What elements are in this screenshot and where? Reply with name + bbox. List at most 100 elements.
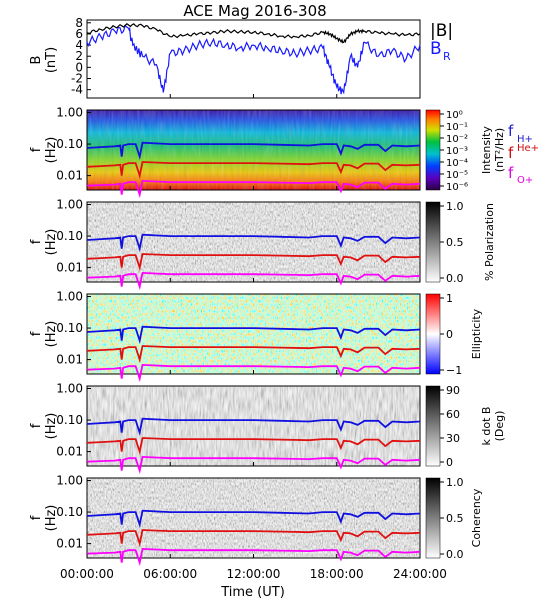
x-tick-label: 00:00:00 [60, 567, 114, 581]
spectrogram-intensity-texture [87, 110, 420, 190]
colorbar-tick-label: −1 [446, 364, 462, 377]
colorbar-kdotb [425, 385, 441, 467]
x-tick-label: 12:00:00 [227, 567, 281, 581]
freq-ytick-label: 0.01 [56, 169, 83, 183]
gyro-legend-o: f [508, 164, 514, 182]
panel-kdotb-ylabel-unit: (Hz) [44, 413, 59, 440]
colorbar-tick-label: 0.0 [446, 272, 464, 285]
gyro-line-he [86, 161, 421, 180]
freq-ytick-label: 0.10 [56, 505, 83, 519]
freq-ytick-label: 0.01 [56, 537, 83, 551]
panel-b-ytick-label: 8 [75, 16, 83, 30]
gyro-line-o [86, 271, 421, 291]
colorbar-polarization [425, 201, 441, 283]
panel-intensity: f (Hz) Intensity (nT²/Hz) f H+ f He+ f O… [29, 109, 539, 191]
freq-ytick-label: 1.00 [56, 381, 83, 395]
colorbar-intensity [425, 109, 441, 191]
colorbar-tick-label: 10⁰ [446, 110, 463, 121]
x-tick-label: 18:00:00 [310, 567, 364, 581]
legend-br-label: B [430, 39, 442, 59]
panel-polarization-ylabel-unit: (Hz) [44, 229, 59, 256]
gyro-line-he [86, 437, 421, 456]
colorbar-tick-label: 1 [446, 292, 453, 305]
freq-ytick-label: 0.01 [56, 261, 83, 275]
panel-b-ylabel-unit: (nT) [44, 47, 59, 73]
colorbar-intensity-unit: (nT²/Hz) [493, 128, 506, 172]
freq-ytick-label: 1.00 [56, 289, 83, 303]
panel-ellipticity-ylabel-f: f [29, 331, 44, 336]
gyro-line-h [86, 233, 421, 253]
panel-intensity-ylabel-f: f [29, 147, 44, 152]
colorbar-tick-label: 10⁻⁶ [446, 182, 468, 193]
figure-title: ACE Mag 2016-308 [183, 2, 326, 20]
colorbar-tick-label: 10⁻² [446, 134, 468, 145]
panel-b-ytick-label: 4 [75, 38, 83, 52]
gyro-line-o [86, 363, 421, 383]
colorbar-tick-label: 10⁻⁴ [446, 158, 468, 169]
spectrogram-kdotb [87, 386, 420, 466]
colorbar-tick-label: 60 [446, 408, 460, 421]
panel-b-ytick-label: 6 [75, 27, 83, 41]
colorbar-kdotb-title: k dot B [480, 407, 493, 446]
colorbar-tick-label: 1.0 [446, 476, 464, 489]
gyro-legend-o-sub: O+ [517, 175, 533, 186]
x-tick-label: 24:00:00 [393, 567, 447, 581]
legend-babs: |B| [430, 21, 453, 41]
colorbar-intensity-title: Intensity [480, 126, 493, 174]
gyro-legend-h-sub: H+ [517, 134, 533, 145]
freq-ytick-label: 0.10 [56, 229, 83, 243]
gyro-line-h [86, 325, 421, 345]
colorbar-tick-label: 30 [446, 432, 460, 445]
spectrogram-ellipticity [87, 294, 420, 374]
colorbar-tick-label: 1.0 [446, 200, 464, 213]
x-axis-label: Time (UT) [220, 585, 285, 600]
gyro-line-h [86, 509, 421, 529]
gyro-legend-he-sup: He+ [517, 143, 539, 154]
colorbar-tick-label: 0 [446, 328, 453, 341]
panel-b-ytick-label: 2 [75, 49, 83, 63]
colorbar-tick-label: 10⁻¹ [446, 122, 468, 133]
colorbar-ellipticity-title: Ellipticity [470, 308, 483, 359]
series-line-babs [86, 23, 421, 44]
series-line-br [86, 24, 421, 95]
gyro-line-o [86, 455, 421, 475]
colorbar-tick-label: 0.5 [446, 512, 464, 525]
freq-ytick-label: 1.00 [56, 197, 83, 211]
legend-br-sub: R [443, 50, 451, 63]
panel-coherency-ylabel-f: f [29, 515, 44, 520]
gyro-line-he [86, 529, 421, 548]
colorbar-polarization-title: % Polarization [483, 203, 496, 281]
gyro-line-h [86, 141, 421, 161]
gyro-legend-he: f [508, 144, 514, 162]
freq-ytick-label: 0.10 [56, 137, 83, 151]
colorbar-coherency [425, 477, 441, 559]
legend-br: B R [430, 39, 451, 63]
freq-ytick-label: 1.00 [56, 105, 83, 119]
colorbar-tick-label: 90 [446, 384, 460, 397]
freq-ytick-label: 0.10 [56, 413, 83, 427]
colorbar-tick-label: 10⁻⁵ [446, 170, 468, 181]
freq-ytick-label: 0.01 [56, 353, 83, 367]
gyro-line-he [86, 345, 421, 364]
panel-b-frame [86, 19, 421, 99]
colorbar-coherency-title: Coherency [470, 488, 483, 547]
panel-b-ytick-label: -2 [71, 72, 83, 86]
freq-ytick-label: 1.00 [56, 473, 83, 487]
panel-kdotb-ylabel-f: f [29, 423, 44, 428]
panel-polarization-ylabel-f: f [29, 239, 44, 244]
freq-ytick-label: 0.01 [56, 445, 83, 459]
panel-b-ytick-label: 0 [75, 60, 83, 74]
colorbar-tick-label: 10⁻³ [446, 146, 468, 157]
colorbar-ellipticity [425, 293, 441, 375]
gyro-legend-h: f [508, 122, 514, 140]
colorbar-tick-label: 0.0 [446, 548, 464, 561]
panel-kdotb: f (Hz) k dot B (Deg) [29, 385, 506, 467]
colorbar-tick-label: 0.5 [446, 236, 464, 249]
gyro-legend: f H+ f He+ f O+ [508, 122, 539, 186]
panel-intensity-ylabel-unit: (Hz) [44, 137, 59, 164]
gyro-line-h [86, 417, 421, 437]
colorbar-kdotb-unit: (Deg) [493, 411, 506, 442]
panel-b-ylabel-b: B [29, 56, 44, 65]
panel-coherency: f (Hz) Coherency [29, 477, 483, 559]
